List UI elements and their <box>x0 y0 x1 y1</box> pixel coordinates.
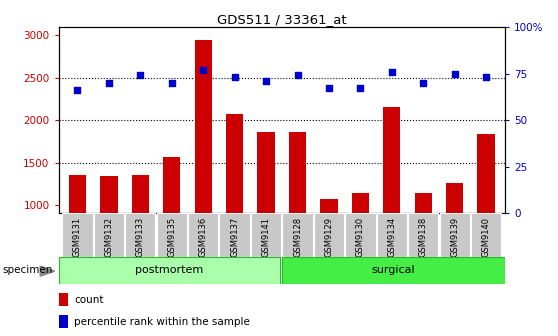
Bar <box>195 40 212 213</box>
Point <box>167 80 176 85</box>
Text: GSM9140: GSM9140 <box>482 217 490 257</box>
Bar <box>415 193 432 213</box>
Bar <box>69 175 86 213</box>
Point <box>262 78 271 84</box>
Text: GSM9128: GSM9128 <box>293 217 302 257</box>
Bar <box>59 315 69 328</box>
Bar <box>188 213 218 257</box>
Bar <box>226 114 243 213</box>
Bar <box>383 107 401 213</box>
Bar <box>377 213 407 257</box>
Point <box>419 80 428 85</box>
Text: percentile rank within the sample: percentile rank within the sample <box>74 317 250 327</box>
Bar <box>446 183 463 213</box>
Point <box>104 80 113 85</box>
Bar <box>314 213 344 257</box>
Text: GSM9131: GSM9131 <box>73 217 82 257</box>
Polygon shape <box>40 266 55 276</box>
Text: count: count <box>74 295 104 305</box>
Text: GSM9135: GSM9135 <box>167 217 176 257</box>
Bar <box>282 213 312 257</box>
Bar <box>320 199 338 213</box>
Text: surgical: surgical <box>372 265 415 276</box>
Point <box>387 69 396 74</box>
Text: postmortem: postmortem <box>135 265 204 276</box>
Point <box>136 73 145 78</box>
Bar <box>289 132 306 213</box>
Point <box>199 67 208 73</box>
Bar <box>94 213 124 257</box>
Title: GDS511 / 33361_at: GDS511 / 33361_at <box>217 13 347 26</box>
Point <box>293 73 302 78</box>
Point <box>450 71 459 76</box>
Bar <box>59 293 69 306</box>
Point <box>230 75 239 80</box>
Bar <box>471 213 501 257</box>
Point <box>73 88 82 93</box>
Point <box>356 86 365 91</box>
Text: GSM9138: GSM9138 <box>418 217 428 257</box>
Bar <box>125 213 156 257</box>
Bar <box>132 175 149 213</box>
Bar <box>440 213 470 257</box>
Bar <box>408 213 439 257</box>
Text: specimen: specimen <box>3 265 53 276</box>
Text: GSM9134: GSM9134 <box>387 217 396 257</box>
Bar <box>345 213 376 257</box>
Bar <box>352 193 369 213</box>
Text: GSM9132: GSM9132 <box>104 217 113 257</box>
Text: GSM9130: GSM9130 <box>356 217 365 257</box>
Bar <box>478 134 495 213</box>
Bar <box>157 213 187 257</box>
Bar <box>100 176 118 213</box>
Bar <box>257 132 275 213</box>
Bar <box>62 213 93 257</box>
Bar <box>282 257 505 284</box>
Text: GSM9139: GSM9139 <box>450 217 459 257</box>
Point <box>482 75 490 80</box>
Text: GSM9129: GSM9129 <box>324 217 334 257</box>
Text: GSM9136: GSM9136 <box>199 217 208 257</box>
Bar <box>59 257 280 284</box>
Bar <box>219 213 250 257</box>
Bar <box>251 213 281 257</box>
Text: GSM9141: GSM9141 <box>262 217 271 257</box>
Text: GSM9133: GSM9133 <box>136 217 145 257</box>
Point <box>325 86 334 91</box>
Text: GSM9137: GSM9137 <box>230 217 239 257</box>
Bar <box>163 157 180 213</box>
